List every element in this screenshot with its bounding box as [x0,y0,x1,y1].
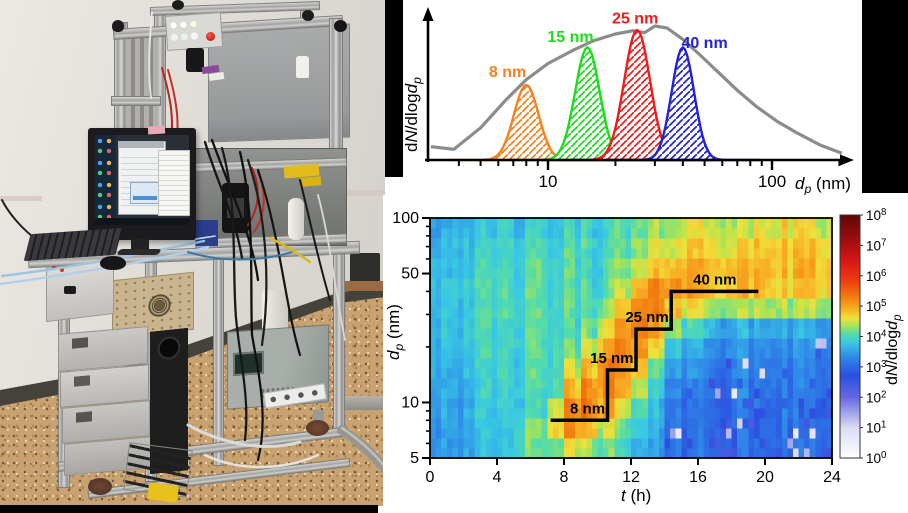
cable [250,333,264,462]
floor-duct [338,396,385,410]
y-axis-label: dp (nm) [384,304,406,360]
colorbar [839,214,861,459]
colorbar-label: dN/dlogdp [884,314,904,385]
spray-bottle [296,56,309,78]
screen-icon-column [95,135,116,225]
screen-dialog-selected-row [133,196,157,200]
screen-taskbar [95,218,189,225]
step-label-15nm: 15 nm [590,350,633,367]
step-label-40nm: 40 nm [693,271,736,288]
flex-duct-highlight [340,426,385,469]
colorbar-tick-label: 103 [866,359,886,375]
cable [246,158,268,347]
flex-duct [337,425,385,475]
emergency-red-button [206,32,215,41]
heatmap-cells [430,218,833,459]
cable [317,194,346,341]
unit-led-red2 [60,268,64,272]
colorbar-tick-label: 105 [866,298,886,314]
x-tick-label: 20 [756,469,774,486]
wood-plank [343,281,385,291]
filler-black-bottom-bar [0,505,378,513]
colorbar-tick-label: 106 [866,268,886,284]
wall-trim-right [330,190,385,196]
x-tick-label: 4 [493,469,502,486]
x-axis-label: dp (nm) [795,174,851,195]
cable [148,11,153,99]
unit-switch [64,286,76,294]
colorbar-tick-label: 104 [866,329,887,345]
lab-photo [0,0,385,506]
mode-label-40nm: 40 nm [681,35,727,52]
particle-growth-heatmap: 8 nm 15 nm 25 nm 40 nm 0 4 8 12 16 20 24 t (h) 5 10 50… [383,195,908,513]
x-tick-label: 12 [622,469,640,486]
wall-trim-left [0,196,42,201]
y-tick-label: 50 [401,266,419,283]
frame-mid-rail [111,96,161,106]
colorbar-tick-label: 100 [866,450,887,466]
caster-right [306,420,329,436]
sticky-note [147,125,166,135]
floor-cable [203,453,320,469]
colorbar-tick-label: 102 [866,389,886,405]
floor-cable [186,423,302,448]
size-distribution-chart: 8 nm 15 nm 25 nm 40 nm 10 100 dp (nm) dN/dlogdp [403,0,862,195]
y-axis-arrow [422,7,434,21]
monitor-stand [131,239,149,250]
x-tick-label: 0 [426,469,435,486]
x-tick-label: 8 [560,469,569,486]
dp-step-line [550,289,759,423]
corner-knob-3 [302,10,314,21]
camera-mount [186,48,204,72]
x-tick-label: 16 [689,469,707,486]
step-label-25nm: 25 nm [625,309,668,326]
screen-side-panel [158,150,190,216]
cable [187,251,293,261]
step-label-8nm: 8 nm [570,400,605,417]
caster-left [88,478,112,495]
cable [256,168,302,357]
mode-label-15nm: 15 nm [547,29,593,46]
caster-right-bracket [313,410,324,424]
filler-black-corner [862,0,908,193]
monitor-base [116,249,162,255]
mode-label-8nm: 8 nm [489,64,526,81]
x-tick-label: 100 [758,172,786,191]
rear-dark-instrument [350,253,380,283]
colorbar-tick-label: 107 [866,237,886,253]
mouse [100,256,126,270]
screen-window-titlebar [118,141,164,148]
white-filter-cylinder [288,198,304,240]
total-distribution-curve [430,24,843,155]
corner-knob-1 [112,20,124,32]
y-tick-label: 5 [410,450,419,467]
cable [299,179,331,301]
cable [220,146,238,320]
colorbar-tick-label: 108 [866,207,886,223]
y-axis-label: dN/dlogdp [403,77,424,152]
x-axis-label: t (h) [621,486,651,505]
colorbar-tick-label: 101 [866,420,886,436]
y-tick-label: 100 [392,210,419,227]
y-tick-label: 10 [401,394,419,411]
x-tick-label: 24 [823,469,841,486]
mode-label-25nm: 25 nm [612,10,658,27]
filler-black-top-strip [385,0,403,177]
cable [234,316,248,442]
cable [203,140,244,260]
cable [210,138,260,282]
blue-module [196,220,218,246]
x-tick-label: 10 [539,172,558,191]
corner-knob-2 [172,0,184,10]
cable [268,236,312,264]
left-tower-clutter [126,30,158,138]
corner-knob-4 [334,20,347,32]
cable [238,150,254,337]
x-axis-arrow [840,154,854,166]
